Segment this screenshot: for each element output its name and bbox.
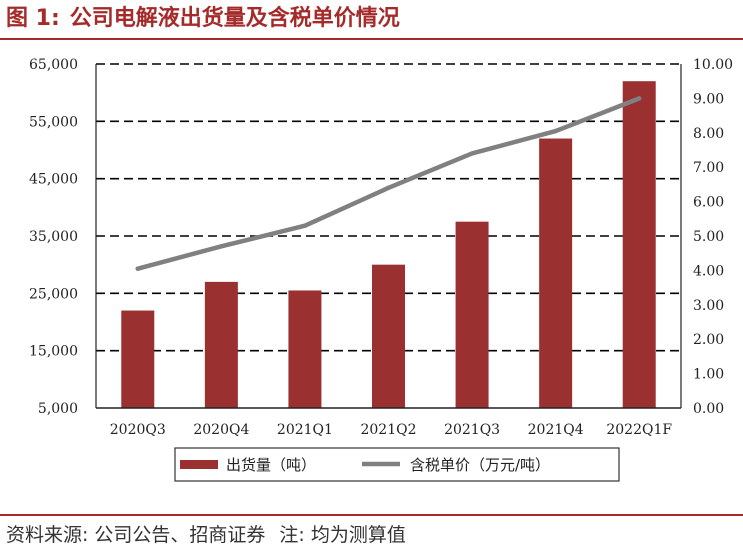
source-label: 资料来源: — [6, 524, 89, 546]
source-note: 资料来源: 公司公告、招商证券 注: 均为测算值 — [6, 521, 406, 549]
x-tick-label: 2021Q3 — [444, 422, 500, 438]
price-point — [553, 128, 558, 134]
bar — [288, 290, 322, 408]
x-tick-label: 2021Q4 — [528, 422, 584, 438]
price-point — [219, 244, 224, 249]
bar — [204, 281, 238, 408]
x-tick-label: 2020Q3 — [110, 422, 166, 438]
y-right-tick-label: 7.00 — [693, 160, 724, 176]
legend-bar-swatch — [180, 460, 218, 469]
y-left-tick-label: 25,000 — [29, 286, 78, 302]
y-right-tick-label: 1.00 — [693, 367, 724, 383]
y-left-tick-label: 45,000 — [29, 172, 78, 188]
figure-title-text: 公司电解液出货量及含税单价情况 — [69, 6, 400, 31]
y-left-tick-label: 65,000 — [29, 57, 78, 73]
price-point — [637, 96, 642, 101]
y-right-tick-label: 3.00 — [693, 298, 724, 314]
bar — [372, 264, 405, 408]
title-divider — [0, 38, 743, 40]
x-tick-label: 2021Q2 — [360, 422, 416, 438]
y-right-tick-label: 5.00 — [693, 229, 724, 245]
y-right-tick-label: 8.00 — [693, 126, 724, 142]
y-right-tick-label: 6.00 — [693, 195, 724, 211]
chart: 5,000 15,000 25,000 35,000 45,000 55,000 65,00… — [29, 57, 733, 482]
legend-line-label: 含税单价（万元/吨） — [410, 456, 550, 474]
y-right-tick-label: 10.00 — [693, 57, 733, 73]
bar — [539, 138, 573, 408]
legend: 出货量（吨） 含税单价（万元/吨） — [174, 447, 620, 482]
price-point — [135, 266, 140, 271]
bar — [121, 310, 155, 408]
price-point — [386, 185, 391, 191]
x-tick-label: 2022Q1F — [606, 422, 672, 438]
line-series — [135, 96, 642, 271]
note-label: 注: — [279, 524, 305, 546]
y-right-tick-label: 0.00 — [693, 401, 724, 417]
figure-number: 图 1: — [6, 6, 60, 31]
y-left-tick-label: 55,000 — [29, 114, 78, 130]
price-point — [302, 223, 308, 228]
bar — [622, 81, 656, 408]
y-left-tick-label: 15,000 — [29, 344, 78, 360]
source-text: 公司公告、招商证券 — [94, 524, 266, 546]
x-tick-label: 2021Q1 — [277, 422, 333, 438]
y-left-tick-label: 35,000 — [29, 229, 78, 245]
source-divider — [0, 514, 743, 516]
legend-bar-label: 出货量（吨） — [226, 456, 316, 474]
bar-series — [121, 81, 656, 408]
y-left-tick-label: 5,000 — [38, 401, 78, 417]
y-right-tick-label: 4.00 — [693, 263, 724, 279]
y-right-tick-label: 2.00 — [693, 332, 724, 348]
price-point — [469, 151, 475, 156]
figure-title: 图 1: 公司电解液出货量及含税单价情况 — [6, 4, 400, 34]
note-text: 均为测算值 — [310, 524, 406, 546]
bar — [455, 221, 489, 408]
axes: 5,000 15,000 25,000 35,000 45,000 55,000 65,00… — [29, 57, 733, 438]
x-tick-label: 2020Q4 — [193, 422, 249, 438]
y-right-tick-label: 9.00 — [693, 91, 724, 107]
